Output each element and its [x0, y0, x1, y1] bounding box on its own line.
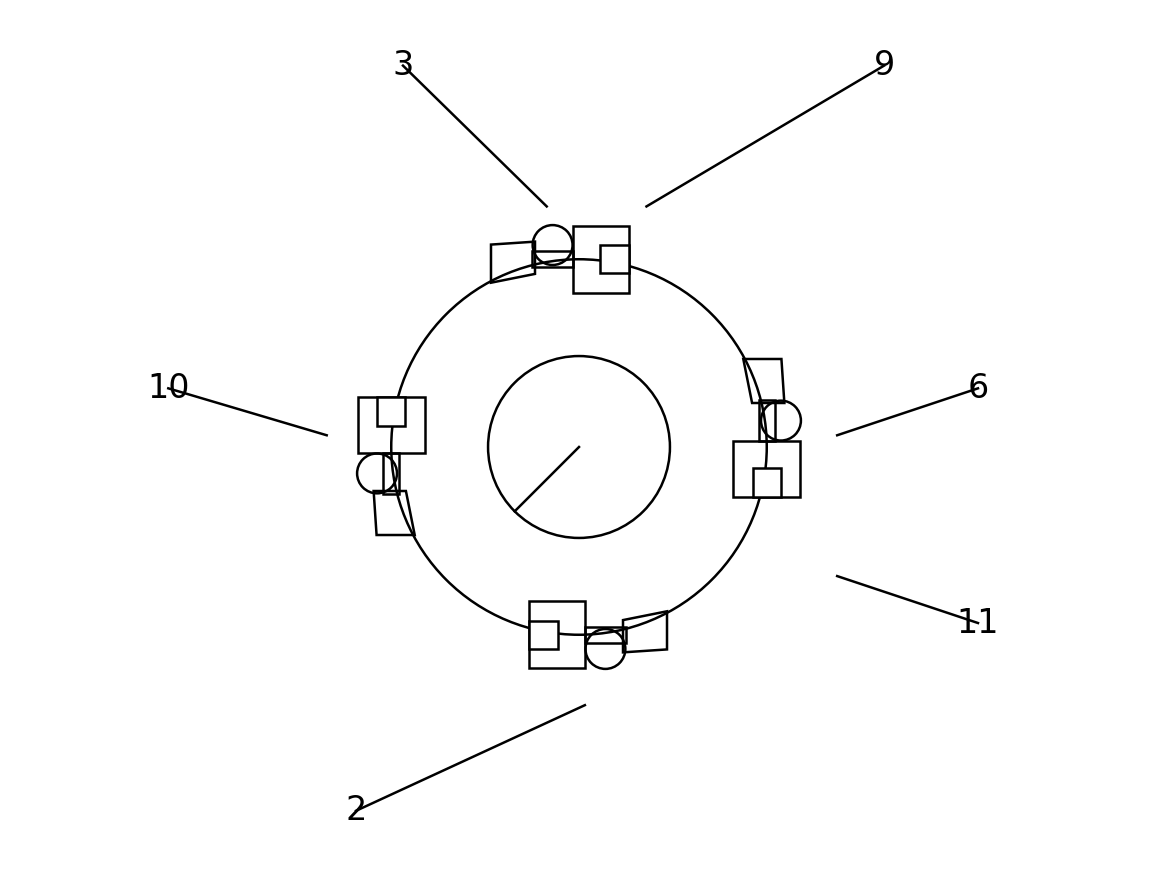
- Text: 9: 9: [873, 49, 895, 82]
- Text: 10: 10: [147, 372, 190, 405]
- Polygon shape: [600, 245, 629, 274]
- Text: 6: 6: [967, 372, 989, 405]
- Polygon shape: [753, 468, 780, 497]
- Text: 11: 11: [957, 606, 999, 639]
- Polygon shape: [378, 397, 405, 426]
- Text: 2: 2: [345, 794, 367, 827]
- Polygon shape: [529, 620, 558, 649]
- Text: 3: 3: [393, 49, 413, 82]
